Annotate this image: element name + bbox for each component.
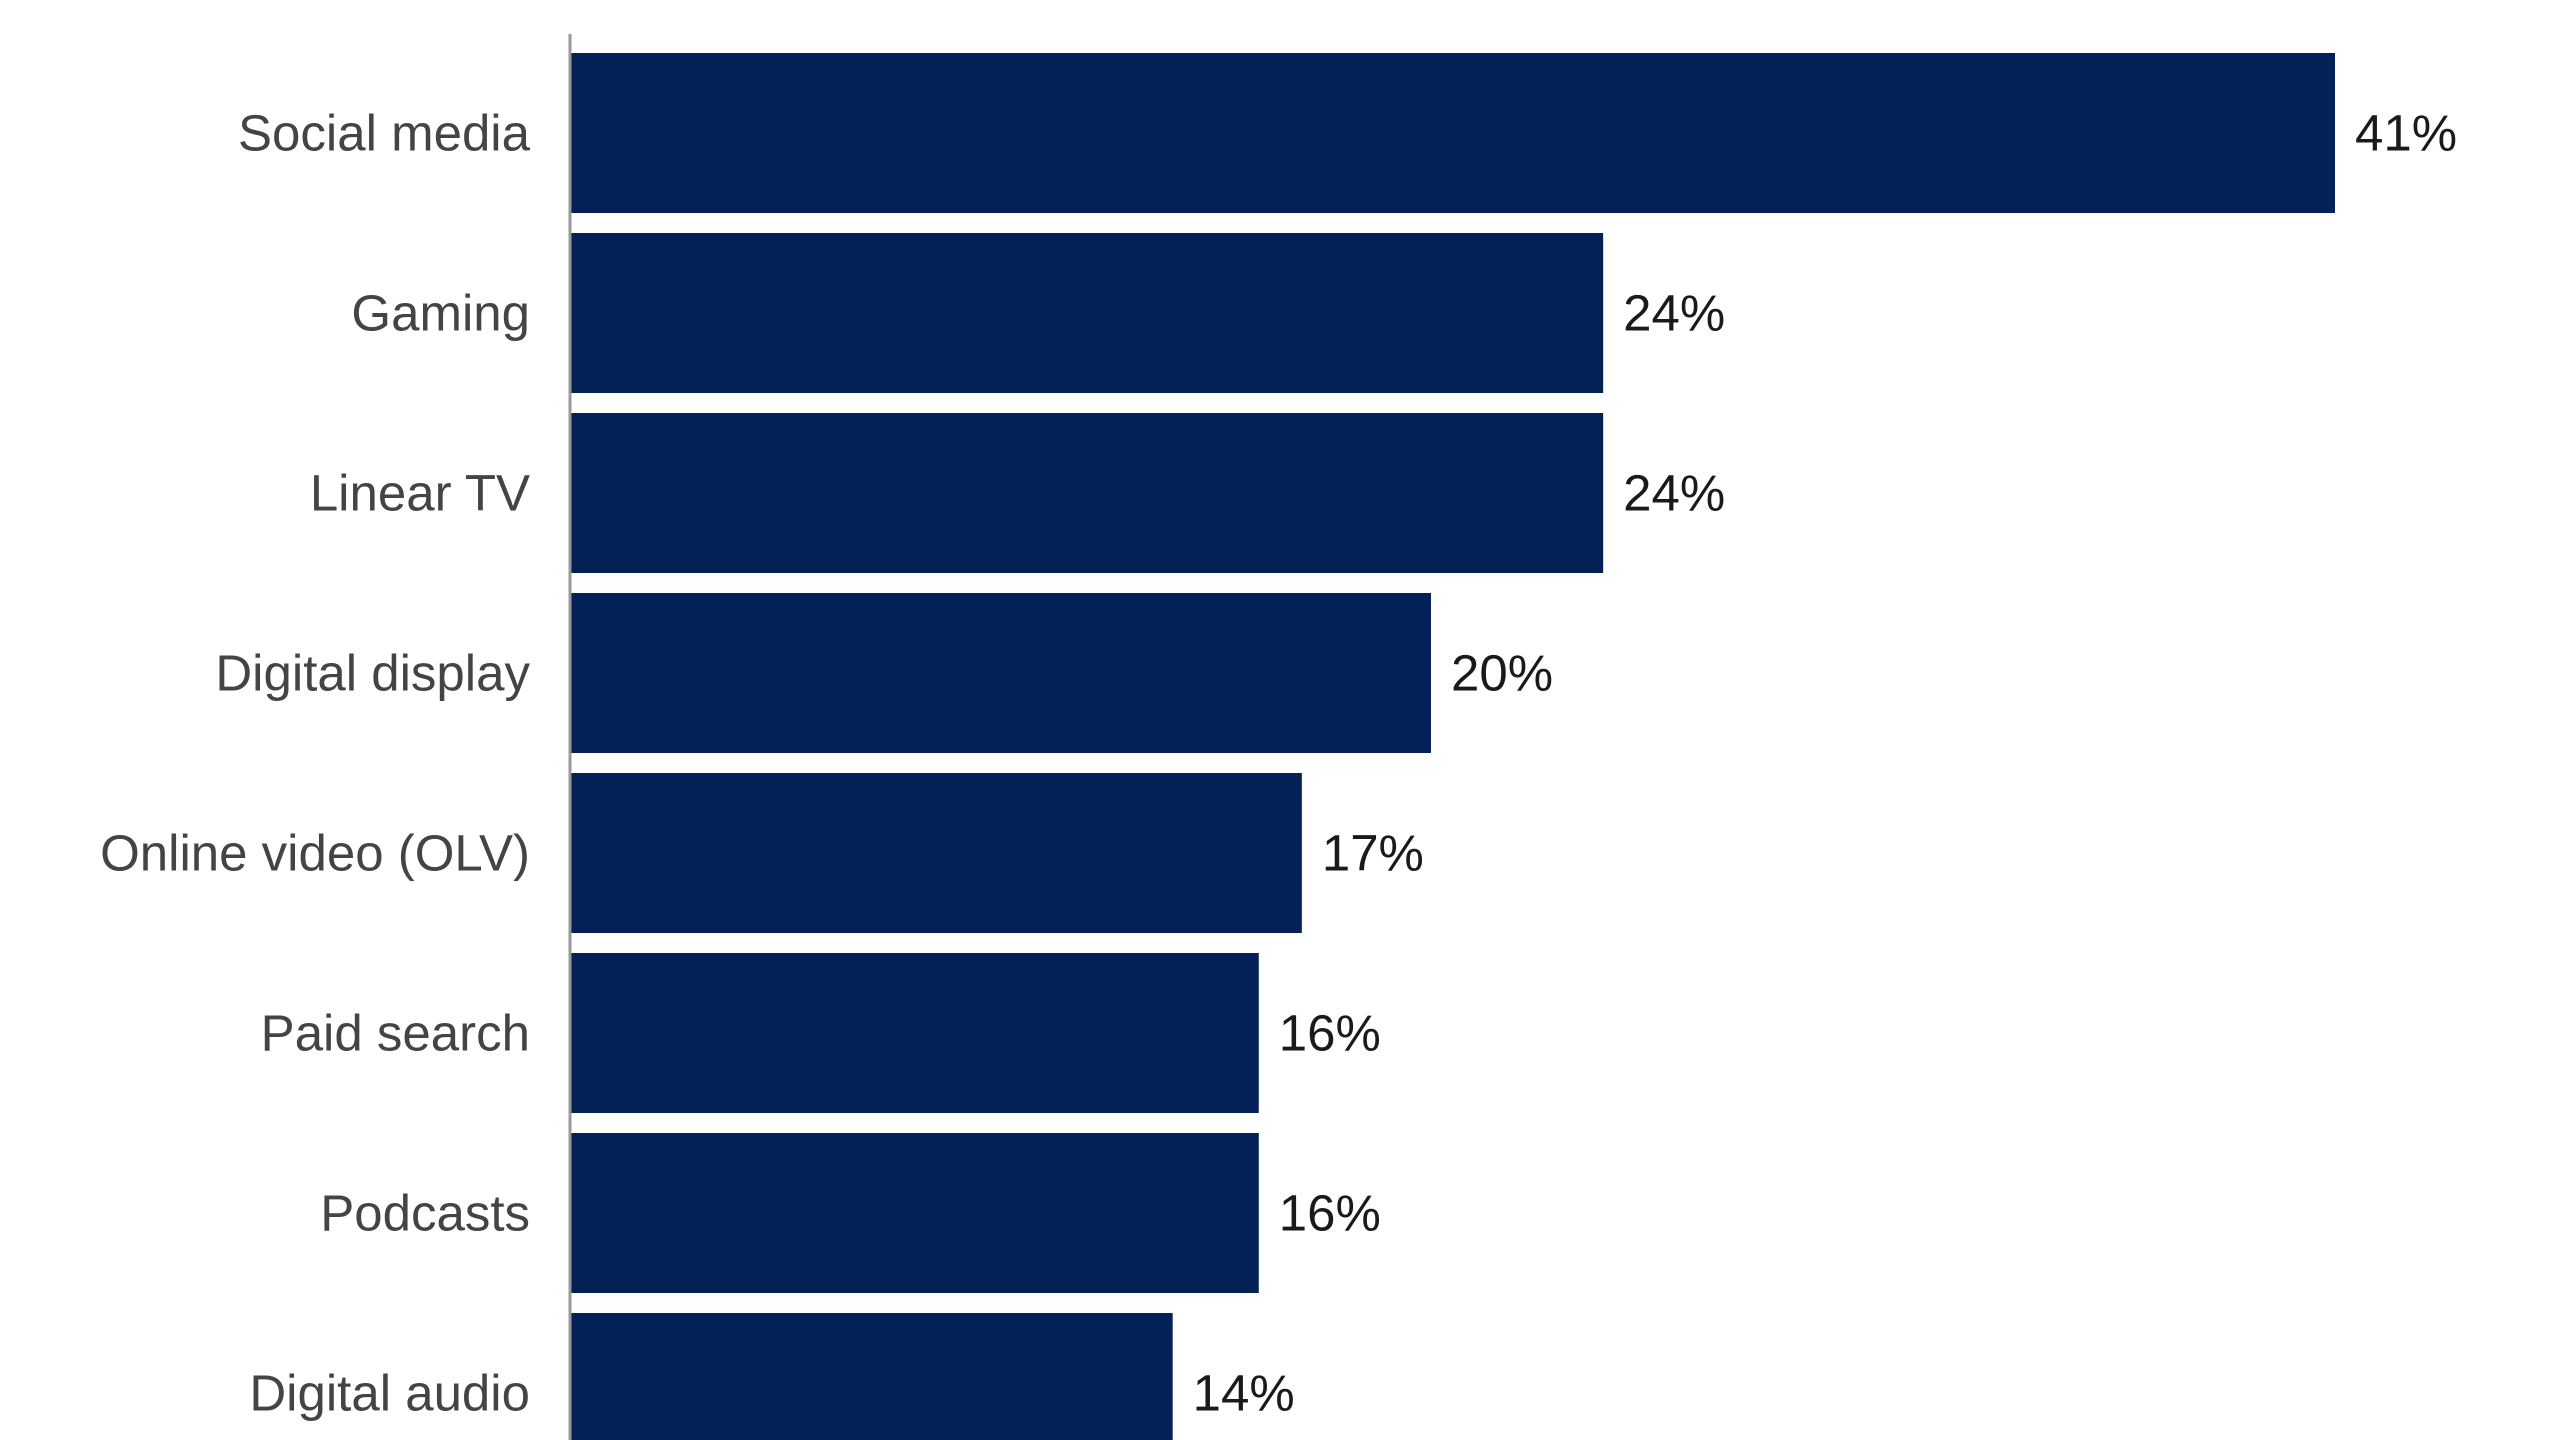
bar-paid-search	[570, 953, 1259, 1113]
category-label-linear-tv: Linear TV	[310, 465, 530, 522]
category-label-paid-search: Paid search	[261, 1005, 530, 1062]
value-label-paid-search: 16%	[1279, 1005, 1381, 1062]
value-label-digital-display: 20%	[1451, 645, 1553, 702]
bar-podcasts	[570, 1133, 1259, 1293]
category-labels-group: Social media Gaming Linear TV Digital displ…	[100, 105, 531, 1422]
bar-online-video-olv	[570, 773, 1302, 933]
bar-digital-audio	[570, 1313, 1173, 1440]
category-label-digital-display: Digital display	[215, 645, 530, 702]
category-label-podcasts: Podcasts	[320, 1185, 530, 1242]
bar-gaming	[570, 233, 1604, 393]
bar-digital-display	[570, 593, 1431, 753]
category-label-gaming: Gaming	[351, 285, 530, 342]
category-label-social-media: Social media	[238, 105, 531, 162]
value-label-podcasts: 16%	[1279, 1185, 1381, 1242]
category-label-online-video-olv: Online video (OLV)	[100, 825, 530, 882]
value-label-gaming: 24%	[1623, 285, 1725, 342]
bar-social-media	[570, 53, 2335, 213]
value-label-online-video-olv: 17%	[1322, 825, 1424, 882]
value-label-digital-audio: 14%	[1193, 1365, 1295, 1422]
category-label-digital-audio: Digital audio	[249, 1365, 530, 1422]
bar-linear-tv	[570, 413, 1604, 573]
value-label-social-media: 41%	[2355, 105, 2457, 162]
value-label-linear-tv: 24%	[1623, 465, 1725, 522]
value-labels-group: 41% 24% 24% 20% 17% 16% 16% 14%	[1193, 105, 2457, 1422]
bars-group	[570, 53, 2335, 1440]
